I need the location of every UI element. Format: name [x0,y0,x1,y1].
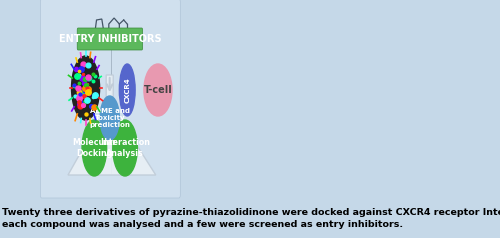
Circle shape [100,96,119,140]
Ellipse shape [120,64,135,116]
Polygon shape [68,75,156,175]
Text: T-cell: T-cell [144,85,172,95]
FancyBboxPatch shape [77,28,142,50]
Ellipse shape [144,64,172,116]
FancyBboxPatch shape [40,0,180,198]
Text: Twenty three derivatives of pyrazine-thiazolidinone were docked against CXCR4 re: Twenty three derivatives of pyrazine-thi… [2,208,500,217]
Text: ADME and
Toxicity
prediction: ADME and Toxicity prediction [90,108,130,128]
Circle shape [82,120,106,176]
Circle shape [72,56,100,120]
Text: CXCR4: CXCR4 [124,77,130,103]
Text: Interaction
Analysis: Interaction Analysis [100,138,150,158]
Text: each compound was analysed and a few were screened as entry inhibitors.: each compound was analysed and a few wer… [2,220,404,229]
Circle shape [113,120,138,176]
Text: Molecular
Docking: Molecular Docking [72,138,117,158]
Text: ENTRY INHIBITORS: ENTRY INHIBITORS [58,34,161,44]
